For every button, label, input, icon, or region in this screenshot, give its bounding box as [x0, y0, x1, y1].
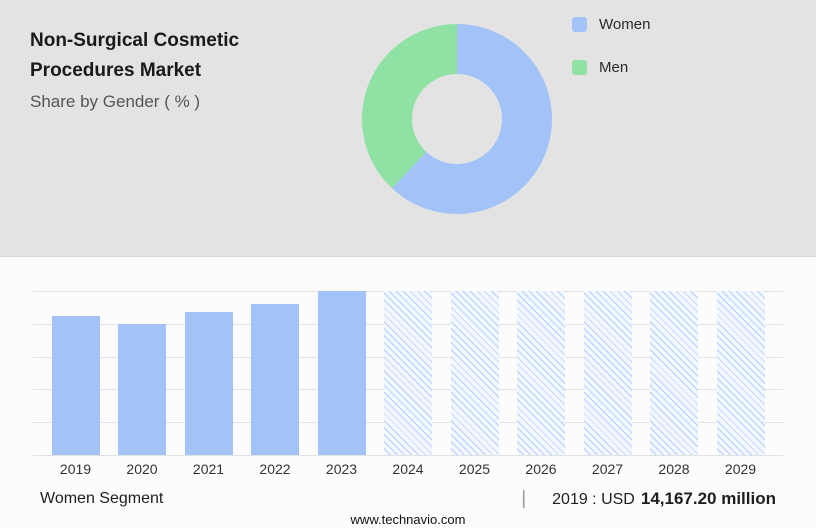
x-label-2023: 2023: [325, 461, 358, 478]
bar-chart-panel: 2019 2020 2021 2022 2023 2024 2025 2026 2027 2028…: [0, 257, 816, 527]
bar-forecast-2025: [450, 291, 499, 456]
x-label-2029: 2029: [724, 461, 757, 478]
x-label-2021: 2021: [192, 461, 225, 478]
x-label-2026: 2026: [525, 461, 557, 478]
chart-legend: Women Men: [572, 16, 650, 102]
value-prefix: 2019 : USD: [552, 490, 635, 508]
bar-2023: [317, 291, 366, 456]
legend-label-women: Women: [599, 16, 651, 33]
x-label-2020: 2020: [126, 461, 158, 478]
footer-row: Women Segment | 2019 : USD 14,167.20 mill…: [40, 487, 776, 510]
bar-forecast-2029: [716, 291, 765, 456]
x-label-2025: 2025: [458, 461, 491, 478]
legend-item-men: Men: [572, 59, 650, 76]
website-link: www.technavio.com: [350, 512, 466, 527]
donut-hole: [412, 74, 502, 164]
page-title: Non-Surgical Cosmetic Procedures Market: [30, 30, 240, 82]
x-label-2022: 2022: [259, 461, 291, 478]
x-label-2027: 2027: [591, 461, 624, 478]
value-amount: 14,167.20 million: [640, 488, 776, 508]
top-panel: Non-Surgical Cosmetic Procedures Market …: [0, 0, 816, 257]
value-group: 2019 : USD 14,167.20 million: [552, 489, 776, 509]
bar-forecast-2024: [384, 291, 432, 456]
x-label-2019: 2019: [59, 461, 92, 478]
bar-2022: [251, 304, 299, 456]
legend-label-men: Men: [599, 59, 629, 76]
legend-swatch-women: [572, 17, 587, 32]
bar-2020: [118, 323, 166, 456]
legend-item-women: Women: [572, 16, 650, 33]
legend-swatch-men: [572, 60, 587, 75]
x-label-2028: 2028: [658, 461, 690, 478]
page-subtitle: Share by Gender ( % ): [30, 91, 201, 111]
bar-2019: [51, 315, 100, 456]
donut-chart: [362, 24, 552, 214]
x-label-2024: 2024: [392, 461, 424, 478]
header: Non-Surgical Cosmetic Procedures Market …: [30, 26, 280, 112]
bar-forecast-2026: [517, 291, 565, 456]
bar-2021: [184, 312, 233, 456]
bar-forecast-2028: [650, 291, 698, 456]
chart-bars: [33, 291, 783, 456]
bar-chart: [33, 291, 783, 457]
bar-forecast-2027: [583, 291, 632, 456]
x-axis-labels: 2019 2020 2021 2022 2023 2024 2025 2026 2027 2028…: [33, 461, 783, 480]
segment-label: Women Segment: [40, 489, 164, 507]
gridline: [33, 455, 783, 457]
separator: |: [521, 487, 527, 509]
